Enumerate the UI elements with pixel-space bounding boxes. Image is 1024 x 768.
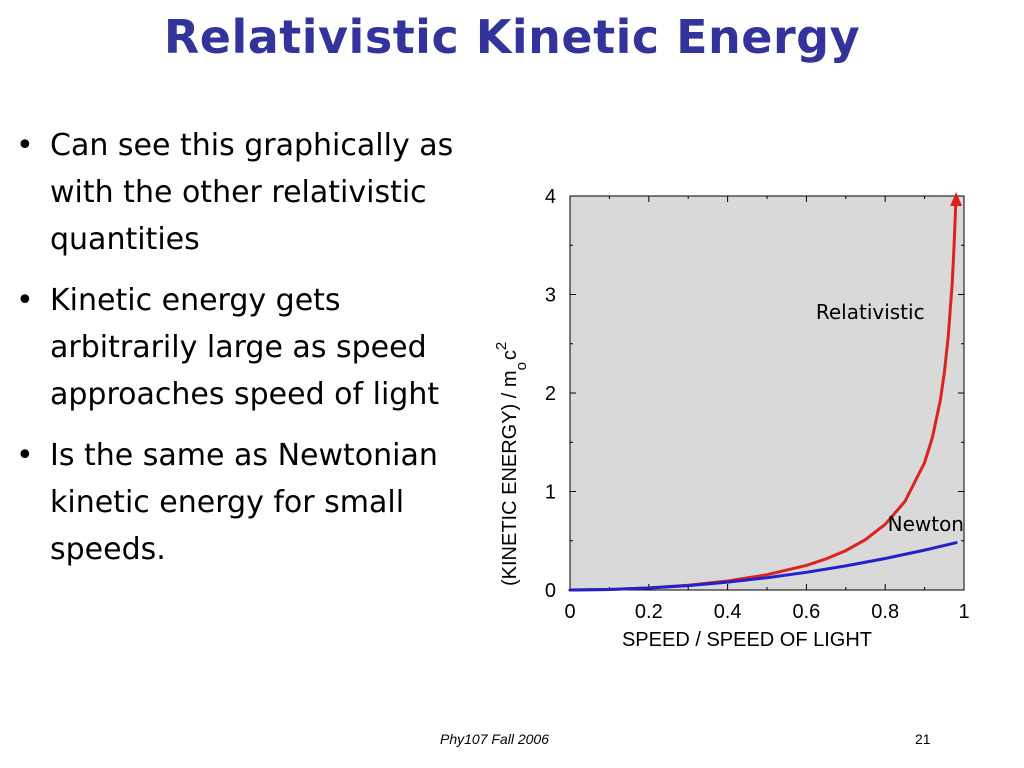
series-annotation: Relativistic	[816, 300, 925, 324]
x-axis-label: SPEED / SPEED OF LIGHT	[622, 629, 872, 651]
bullet-text: Can see this graphically as with the oth…	[50, 128, 454, 257]
y-tick-label: 1	[545, 482, 556, 504]
bullet-item: • Kinetic energy gets arbitrarily large …	[14, 277, 494, 418]
y-tick-label: 2	[545, 383, 556, 405]
bullet-item: • Is the same as Newtonian kinetic energ…	[14, 432, 494, 573]
bullet-text: Kinetic energy gets arbitrarily large as…	[50, 283, 440, 412]
bullet-marker: •	[16, 283, 34, 318]
series-annotation: Newton	[888, 512, 964, 536]
x-tick-label: 0.6	[792, 601, 820, 623]
bullet-list: • Can see this graphically as with the o…	[14, 122, 494, 587]
footer-course: Phy107 Fall 2006	[440, 731, 549, 747]
relativistic-arrowhead	[950, 192, 963, 206]
slide-title: Relativistic Kinetic Energy	[163, 10, 861, 64]
x-tick-label: 0	[564, 601, 575, 623]
y-tick-label: 0	[545, 580, 556, 602]
x-tick-label: 0.4	[714, 601, 742, 623]
x-tick-label: 0.2	[635, 601, 663, 623]
bullet-text: Is the same as Newtonian kinetic energy …	[50, 438, 438, 567]
x-tick-label: 1	[958, 601, 969, 623]
bullet-item: • Can see this graphically as with the o…	[14, 122, 494, 263]
footer-page-number: 21	[915, 731, 931, 747]
series-line-newton	[568, 541, 958, 592]
kinetic-energy-chart: 0 0.2 0.4 0.6 0.8 1 0 1 2 3 4 Relativistic Newton SPE…	[493, 186, 970, 651]
x-tick-label: 0.8	[871, 601, 899, 623]
bullet-marker: •	[16, 438, 34, 473]
y-axis-label: (KINETIC ENERGY) / moc2	[493, 342, 530, 586]
y-tick-label: 3	[545, 285, 556, 307]
bullet-marker: •	[16, 128, 34, 163]
plot-area	[569, 195, 965, 591]
y-tick-label: 4	[545, 186, 556, 208]
